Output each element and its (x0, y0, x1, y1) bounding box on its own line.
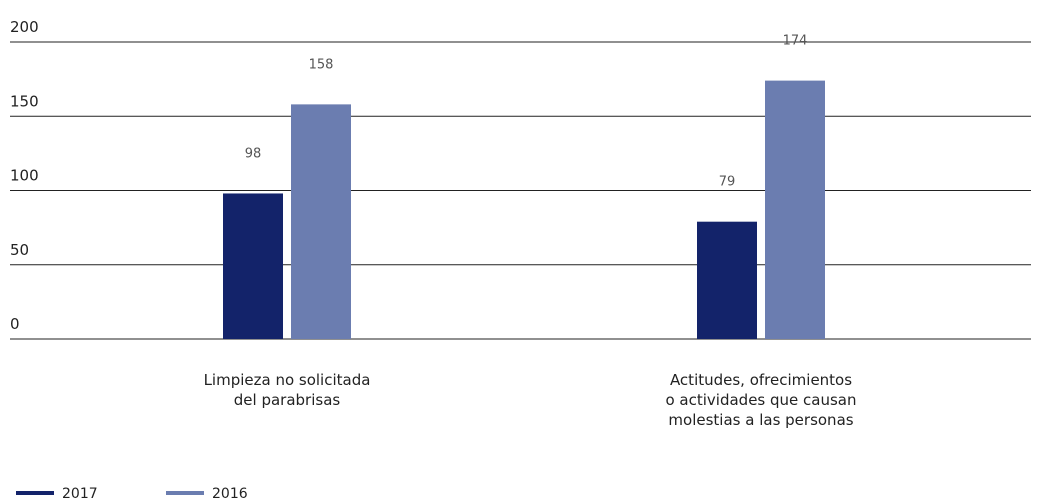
y-tick-label-0: 0 (10, 315, 20, 333)
y-tick-label-200: 200 (10, 18, 39, 36)
legend-label-2016: 2016 (212, 486, 248, 499)
data-label-2016-2: 174 (783, 34, 808, 49)
bar-2017-1 (223, 193, 283, 339)
bar-2016-2 (765, 80, 825, 340)
data-label-2017-1: 98 (245, 146, 262, 161)
category-label-1-line-2: del parabrisas (234, 391, 341, 409)
y-tick-label-100: 100 (10, 167, 39, 185)
bar-2016-1 (291, 104, 351, 340)
data-label-2017-2: 79 (719, 175, 736, 190)
bar-2017-2 (697, 221, 757, 339)
y-tick-label-50: 50 (10, 241, 29, 259)
legend-label-2017: 2017 (62, 486, 98, 499)
data-label-2016-1: 158 (309, 57, 334, 72)
category-label-2-line-3: molestias a las personas (668, 411, 853, 429)
category-label-2-line-2: o actividades que causan (665, 391, 856, 409)
y-tick-label-150: 150 (10, 92, 39, 110)
category-label-1-line-1: Limpieza no solicitada (204, 371, 371, 389)
category-label-2-line-1: Actitudes, ofrecimientos (670, 371, 852, 389)
